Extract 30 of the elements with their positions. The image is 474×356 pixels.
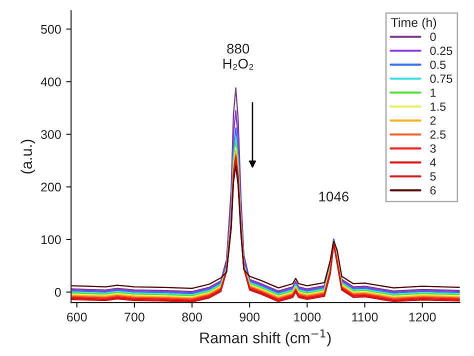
x-tick-label: 900: [240, 312, 260, 322]
y-axis-title: (a.u.): [20, 140, 35, 174]
annotation: 880 H₂O₂: [223, 44, 254, 70]
x-axis-title: Raman shift (cm$^{−1}$): [200, 330, 331, 346]
legend-label: 0: [430, 32, 436, 42]
y-tick-label: 500: [41, 24, 61, 34]
annotation: 1046: [319, 192, 349, 202]
legend-label: 1: [430, 88, 436, 97]
x-tick-label: 1200: [409, 312, 436, 322]
legend-title: Time (h): [391, 18, 436, 30]
x-tick-label: 1000: [294, 312, 321, 322]
legend-label: 2.5: [430, 130, 446, 139]
x-tick-label: 1100: [352, 312, 378, 322]
legend-label: 3: [430, 144, 436, 153]
y-tick-label: 0: [54, 288, 61, 297]
legend-label: 0.25: [430, 46, 452, 55]
x-tick-label: 600: [67, 312, 87, 322]
x-tick-label: 700: [124, 312, 144, 322]
legend-label: 5: [430, 172, 436, 181]
x-tick-label: 800: [182, 312, 202, 322]
y-tick-label: 200: [41, 182, 61, 192]
legend-label: 4: [430, 158, 436, 167]
y-tick-label: 400: [40, 77, 61, 86]
y-tick-label: 300: [41, 130, 61, 139]
legend-label: 6: [430, 186, 436, 195]
legend-label: 1.5: [430, 102, 446, 111]
legend-label: 2: [430, 116, 436, 125]
legend-label: 0.5: [430, 60, 446, 69]
legend-label: 0.75: [430, 74, 452, 83]
y-tick-label: 100: [41, 235, 61, 244]
